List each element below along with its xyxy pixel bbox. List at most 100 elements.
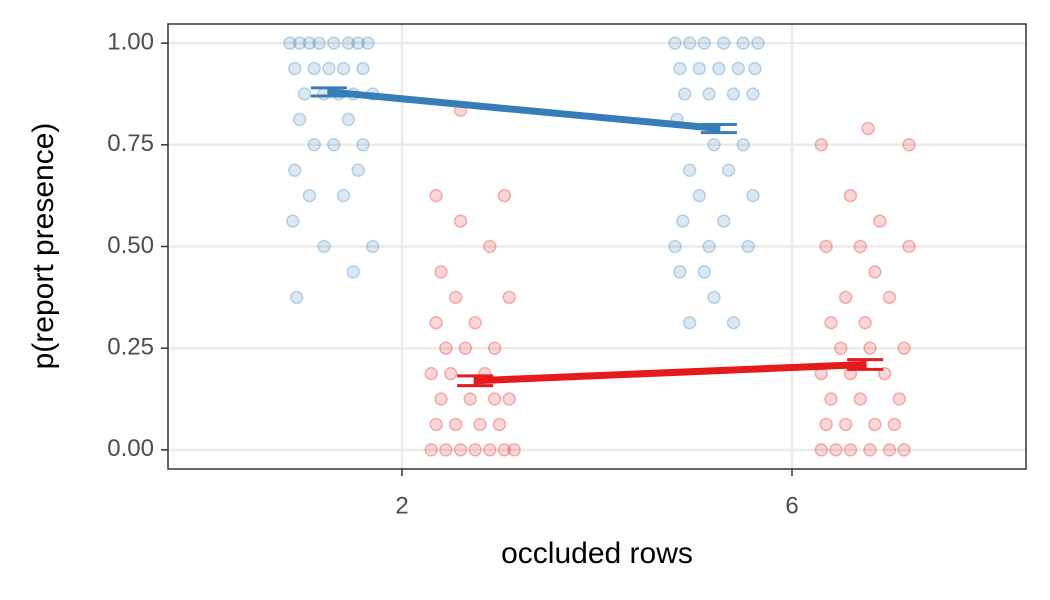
- data-point: [673, 265, 687, 279]
- data-point: [697, 36, 711, 50]
- data-point: [288, 163, 302, 177]
- data-point: [843, 188, 858, 203]
- data-point: [838, 290, 853, 305]
- data-point: [838, 417, 853, 432]
- data-point: [468, 316, 482, 330]
- data-point: [814, 443, 828, 457]
- data-point: [861, 121, 875, 136]
- data-point: [312, 36, 326, 50]
- data-point: [307, 61, 321, 76]
- data-point: [814, 138, 828, 152]
- data-point: [902, 239, 916, 254]
- data-point: [439, 341, 453, 355]
- data-point: [487, 341, 502, 355]
- data-point: [843, 443, 858, 457]
- data-point: [746, 87, 760, 101]
- data-point: [502, 392, 516, 406]
- data-point: [707, 138, 721, 152]
- mean-line: [328, 88, 720, 133]
- data-point: [434, 392, 448, 406]
- data-point: [351, 163, 365, 177]
- data-point: [819, 239, 833, 254]
- data-point: [492, 417, 507, 432]
- data-point: [434, 265, 448, 279]
- data-point: [483, 443, 497, 457]
- data-point: [697, 265, 711, 279]
- data-point: [668, 36, 682, 50]
- data-point: [286, 214, 300, 228]
- mean-line: [474, 360, 866, 385]
- data-point: [882, 443, 897, 457]
- data-point: [497, 443, 512, 457]
- data-point: [748, 61, 762, 76]
- data-point: [678, 87, 692, 101]
- data-point: [712, 61, 726, 76]
- data-point: [673, 61, 687, 76]
- data-point: [741, 239, 755, 254]
- data-point: [473, 417, 487, 432]
- data-point: [448, 417, 463, 432]
- data-point: [853, 239, 867, 254]
- data-point: [453, 443, 468, 457]
- data-point: [902, 138, 916, 152]
- data-point: [721, 163, 736, 177]
- data-point: [317, 239, 331, 254]
- data-point: [502, 290, 516, 305]
- y-tick-label: 1.00: [107, 28, 154, 55]
- error-bar: [700, 122, 737, 135]
- data-point: [297, 87, 312, 101]
- y-tick-label: 0.50: [107, 232, 154, 259]
- data-point: [731, 61, 746, 76]
- data-point: [717, 36, 731, 50]
- data-point: [302, 36, 317, 50]
- data-point: [424, 366, 438, 381]
- data-point: [351, 36, 365, 50]
- data-point: [726, 87, 741, 101]
- data-point: [824, 316, 838, 330]
- data-point: [336, 61, 351, 76]
- data-point: [858, 316, 872, 330]
- data-point: [468, 443, 482, 457]
- data-point: [439, 443, 453, 457]
- data-point: [707, 290, 721, 305]
- data-point: [302, 188, 317, 203]
- data-point: [746, 188, 760, 203]
- data-point: [341, 112, 356, 127]
- data-point: [341, 36, 356, 50]
- data-point: [882, 290, 897, 305]
- data-point: [463, 392, 477, 406]
- data-point: [289, 290, 304, 305]
- data-point: [327, 36, 341, 50]
- data-point: [692, 188, 707, 203]
- data-point: [887, 417, 902, 432]
- data-point: [507, 443, 521, 457]
- data-point: [824, 392, 838, 406]
- x-axis-title: occluded rows: [501, 537, 693, 570]
- data-point: [448, 290, 463, 305]
- data-point: [292, 36, 307, 50]
- data-point: [702, 87, 716, 101]
- data-point: [892, 392, 906, 406]
- data-point: [366, 239, 380, 254]
- data-point: [327, 138, 341, 152]
- data-point: [322, 61, 336, 76]
- data-point: [692, 61, 707, 76]
- data-point: [676, 214, 690, 228]
- data-point: [751, 36, 765, 50]
- data-point: [834, 341, 848, 355]
- x-tick-label: 2: [395, 492, 408, 519]
- y-tick-label: 0.25: [107, 334, 154, 361]
- data-point: [863, 443, 877, 457]
- data-point: [863, 341, 877, 355]
- data-point: [868, 417, 882, 432]
- y-axis-title: p(report presence): [27, 123, 60, 370]
- data-point: [829, 443, 843, 457]
- error-bar: [847, 358, 884, 371]
- data-point: [682, 316, 697, 330]
- data-point: [736, 138, 750, 152]
- data-point: [668, 239, 682, 254]
- data-point: [487, 392, 502, 406]
- data-point: [356, 138, 370, 152]
- data-point: [453, 214, 468, 228]
